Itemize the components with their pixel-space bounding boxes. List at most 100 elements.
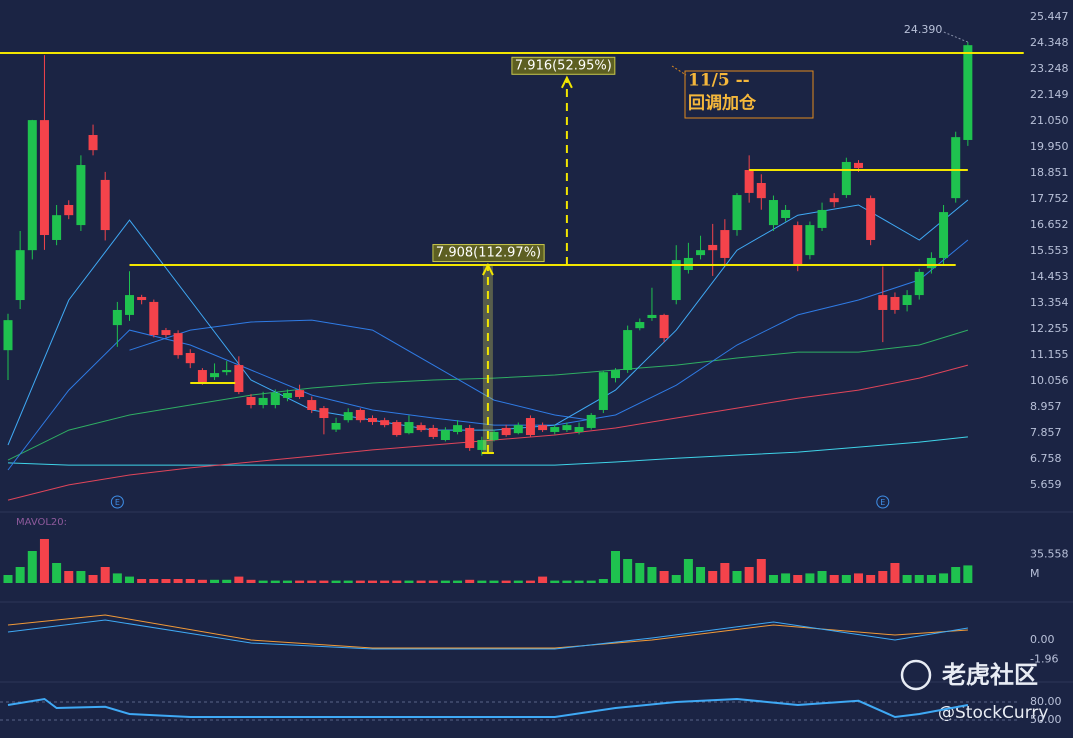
- volume-bar: [647, 567, 657, 583]
- volume-bar: [878, 571, 888, 583]
- volume-bar: [185, 579, 195, 583]
- volume-bar: [64, 571, 74, 583]
- volume-bar: [829, 575, 839, 583]
- candle-body: [817, 209, 827, 228]
- watermark-author: @StockCurry: [938, 703, 1048, 723]
- candle-body: [598, 372, 608, 410]
- volume-bar: [137, 579, 147, 583]
- y-tick-label: 0.00: [1030, 633, 1055, 646]
- candle-body: [440, 430, 450, 441]
- volume-bar: [27, 551, 37, 583]
- volume-bar: [3, 575, 13, 583]
- candle-body: [258, 397, 268, 406]
- note-box: [684, 70, 814, 119]
- candle-body: [683, 257, 693, 271]
- y-tick-label: 11.155: [1030, 348, 1069, 361]
- y-tick-label: 5.659: [1030, 478, 1062, 491]
- candle-body: [270, 392, 280, 406]
- y-tick-label: 22.149: [1030, 88, 1069, 101]
- y-tick-label: 14.453: [1030, 270, 1069, 283]
- candle-body: [501, 427, 511, 436]
- volume-bar: [331, 580, 341, 583]
- candle-body: [805, 225, 815, 256]
- candle-body: [331, 422, 341, 430]
- y-tick-label: 21.050: [1030, 114, 1069, 127]
- candle-body: [15, 250, 25, 301]
- volume-bar: [768, 575, 778, 583]
- volume-bar: [149, 579, 159, 583]
- volume-bar: [926, 575, 936, 583]
- candle-body: [161, 330, 171, 336]
- candle-body: [76, 165, 86, 226]
- candle-body: [525, 418, 535, 436]
- measure-label: 7.908(112.97%): [436, 246, 541, 261]
- volume-bar: [15, 567, 25, 583]
- candle-body: [246, 396, 256, 406]
- candle-body: [173, 333, 183, 356]
- volume-bar: [197, 579, 207, 583]
- volume-bar: [416, 580, 426, 583]
- volume-bar: [939, 573, 949, 583]
- volume-bar: [538, 576, 548, 583]
- y-tick-label: 7.857: [1030, 426, 1062, 439]
- volume-bar: [404, 580, 414, 583]
- arrow-head: [561, 75, 573, 89]
- volume-bar: [550, 580, 560, 583]
- candle-body: [282, 392, 292, 398]
- event-marker: [876, 495, 890, 509]
- volume-bar: [902, 575, 912, 583]
- candle-body: [841, 161, 851, 196]
- y-tick-label: 35.558: [1030, 548, 1069, 561]
- volume-bar: [125, 576, 134, 583]
- candle-body: [489, 431, 499, 441]
- candle-body: [878, 295, 888, 310]
- candle-body: [696, 250, 706, 256]
- volume-bar: [39, 539, 49, 583]
- candle-body: [902, 295, 912, 306]
- candle-body: [781, 209, 791, 218]
- measure-label: 7.916(52.95%): [515, 58, 612, 73]
- candle-body: [404, 422, 414, 434]
- volume-bar: [574, 580, 584, 583]
- volume-bar: [611, 551, 620, 583]
- candle-body: [39, 120, 49, 236]
- volume-bar: [501, 580, 511, 583]
- candle-body: [149, 301, 159, 336]
- volume-bar: [368, 580, 377, 583]
- y-tick-label: 10.056: [1030, 374, 1069, 387]
- volume-bar: [282, 580, 292, 583]
- candle-body: [720, 230, 730, 258]
- candle-body: [222, 370, 232, 373]
- volume-bar: [234, 576, 244, 583]
- candle-body: [319, 408, 329, 419]
- rsi-line: [7, 697, 969, 719]
- y-tick-label: 19.950: [1030, 140, 1069, 153]
- volume-bar: [817, 571, 827, 583]
- y-tick-label: 6.758: [1030, 452, 1062, 465]
- candle-body: [197, 370, 207, 384]
- candle-body: [926, 257, 936, 269]
- volume-bar: [805, 573, 815, 583]
- volume-bar: [635, 563, 645, 583]
- watermark-icon: [900, 659, 932, 691]
- candle-body: [3, 320, 13, 351]
- candle-body: [416, 425, 426, 431]
- volume-bar: [683, 559, 693, 583]
- volume-bar: [963, 565, 973, 583]
- volume-bar: [598, 579, 608, 583]
- volume-bar: [914, 575, 924, 583]
- volume-bar: [222, 579, 232, 583]
- y-tick-label: 15.553: [1030, 244, 1069, 257]
- candle-body: [185, 353, 195, 364]
- volume-bar: [781, 573, 791, 583]
- candle-body: [793, 225, 803, 266]
- volume-bar: [210, 579, 220, 583]
- volume-bar: [161, 579, 171, 583]
- volume-bar: [173, 579, 183, 583]
- candle-body: [307, 400, 317, 410]
- volume-bar: [453, 580, 463, 583]
- candle-body: [380, 420, 390, 426]
- volume-bar: [951, 567, 961, 583]
- event-marker: [110, 495, 124, 509]
